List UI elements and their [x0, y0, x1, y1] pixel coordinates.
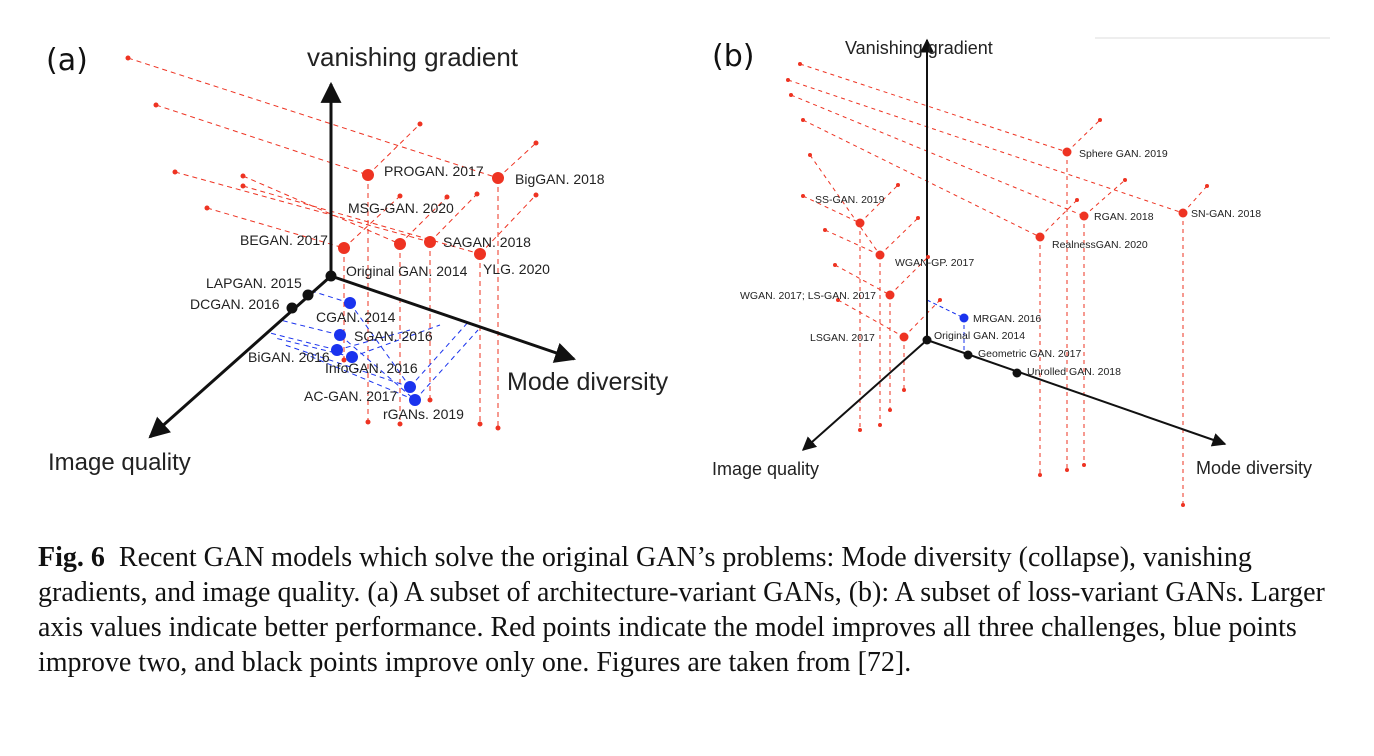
panel-a-blue-guides: [269, 289, 479, 401]
panel-b-vertical-axis-label: Vanishing gradient: [845, 38, 993, 58]
label-began: BEGAN. 2017: [240, 232, 328, 248]
label-cgan: CGAN. 2014: [316, 309, 396, 325]
label-lsgan: LSGAN. 2017: [810, 332, 875, 344]
point-sagan: [424, 236, 436, 248]
point-sgan: [334, 329, 346, 341]
point-began: [338, 242, 350, 254]
panel-b-right-axis-label: Mode diversity: [1196, 458, 1312, 478]
point-progan: [362, 169, 374, 181]
figure-caption: Fig. 6 Recent GAN models which solve the…: [38, 540, 1338, 680]
label-lapgan: LAPGAN. 2015: [206, 275, 302, 291]
panel-a-letter: (a): [46, 43, 88, 78]
panel-b-guide-ends: [786, 62, 1209, 507]
figure: (a): [46, 37, 1330, 507]
panel-a-guide-ends: [125, 55, 539, 431]
label-ss-gan: SS-GAN. 2019: [815, 194, 885, 206]
label-wgan-lsgan: WGAN. 2017; LS-GAN. 2017: [740, 290, 876, 302]
point-wgan-lsgan: [885, 290, 895, 300]
panel-b-red-guides: [787, 63, 1208, 505]
point-geometric-gan: [963, 350, 973, 360]
panel-a-left-axis-label: Image quality: [48, 449, 191, 476]
label-acgan: AC-GAN. 2017: [304, 388, 398, 404]
panel-a-right-axis-label: Mode diversity: [507, 368, 669, 396]
label-realnessgan: RealnessGAN. 2020: [1052, 239, 1148, 251]
label-original-gan-a: Original GAN. 2014: [346, 263, 468, 279]
label-biggan: BigGAN. 2018: [515, 171, 605, 187]
point-acgan: [404, 381, 416, 393]
point-biggan: [492, 172, 504, 184]
point-wgan-gp: [875, 250, 885, 260]
point-bigan: [331, 344, 343, 356]
label-original-gan-b: Original GAN. 2014: [934, 330, 1025, 342]
point-sphere-gan: [1062, 147, 1072, 157]
label-rgan: RGAN. 2018: [1094, 211, 1154, 223]
label-geometric-gan: Geometric GAN. 2017: [978, 348, 1081, 360]
point-dcgan: [286, 302, 298, 314]
point-original-gan-b: [922, 335, 932, 345]
point-mrgan: [959, 313, 969, 323]
label-infogan: InfoGAN. 2016: [325, 360, 418, 376]
point-rgans: [409, 394, 421, 406]
panel-b-letter: (b): [712, 39, 754, 74]
point-msggan: [394, 238, 406, 250]
panel-b-axes: [801, 38, 1227, 451]
label-rgans: rGANs. 2019: [383, 406, 464, 422]
caption-text: Recent GAN models which solve the origin…: [38, 542, 1325, 678]
panel-a-vertical-axis-label: vanishing gradient: [307, 42, 519, 72]
panel-a-red-guides: [127, 57, 537, 428]
point-realnessgan: [1035, 232, 1045, 242]
label-dcgan: DCGAN. 2016: [190, 296, 280, 312]
panel-b: (b): [712, 37, 1330, 507]
label-sgan: SGAN. 2016: [354, 328, 433, 344]
label-sagan: SAGAN. 2018: [443, 234, 531, 250]
label-progan: PROGAN. 2017: [384, 163, 484, 179]
point-ylg: [474, 248, 486, 260]
label-unrolled-gan: Unrolled GAN. 2018: [1027, 366, 1121, 378]
point-lapgan: [302, 289, 314, 301]
label-sn-gan: SN-GAN. 2018: [1191, 208, 1261, 220]
panel-b-blue-guides: [926, 299, 965, 350]
panel-a-axes: [148, 81, 576, 439]
label-sphere-gan: Sphere GAN. 2019: [1079, 148, 1168, 160]
point-infogan: [346, 351, 358, 363]
point-cgan: [344, 297, 356, 309]
point-rgan: [1079, 211, 1089, 221]
label-msggan: MSG-GAN. 2020: [348, 200, 454, 216]
caption-prefix: Fig. 6: [38, 542, 105, 573]
point-ss-gan: [855, 218, 865, 228]
point-original-gan-a: [325, 270, 337, 282]
label-mrgan: MRGAN. 2016: [973, 313, 1041, 325]
point-lsgan: [899, 332, 909, 342]
label-bigan: BiGAN. 2016: [248, 349, 330, 365]
label-ylg: YLG. 2020: [483, 261, 550, 277]
panel-b-left-axis-label: Image quality: [712, 459, 819, 479]
panel-a: (a): [46, 42, 669, 476]
point-sn-gan: [1178, 208, 1188, 218]
point-unrolled-gan: [1012, 368, 1022, 378]
label-wgan-gp: WGAN-GP. 2017: [895, 257, 974, 269]
